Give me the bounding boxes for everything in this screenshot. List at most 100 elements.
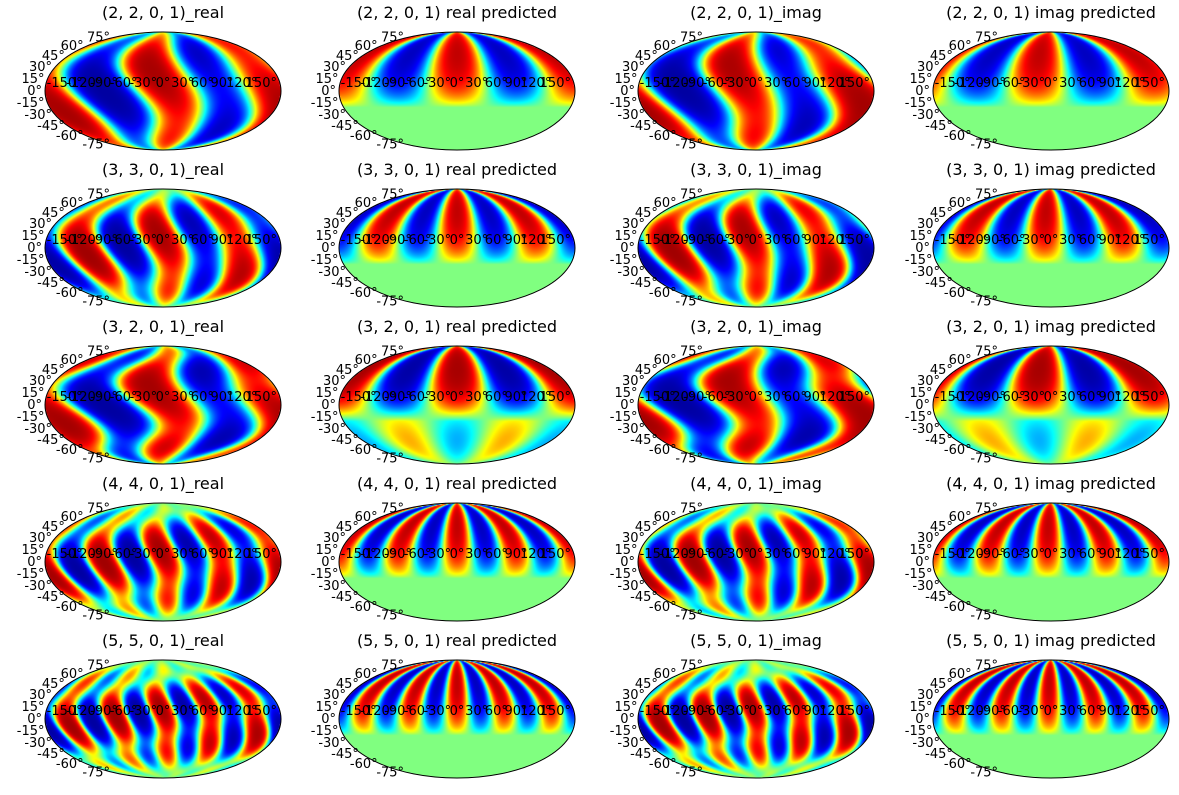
lat-tick-label: -30° xyxy=(318,108,346,123)
lon-tick-label: 120° xyxy=(819,704,850,719)
lon-tick-label: 0° xyxy=(156,547,171,562)
lat-tick-label: 60° xyxy=(61,39,84,54)
lat-tick-label: -60° xyxy=(56,286,84,301)
lat-tick-label: 30° xyxy=(323,688,346,703)
lon-tick-label: -120° xyxy=(659,233,695,248)
lat-tick-label: 75° xyxy=(381,659,404,674)
lat-tick-label: 15° xyxy=(315,700,338,715)
lat-tick-label: 15° xyxy=(315,386,338,401)
lat-tick-label: -15° xyxy=(610,96,638,111)
lat-tick-label: 75° xyxy=(975,345,998,360)
lon-tick-label: 60° xyxy=(191,233,214,248)
lat-tick-label: -15° xyxy=(905,253,933,268)
lon-tick-label: 30° xyxy=(465,547,488,562)
lat-tick-label: 60° xyxy=(355,196,378,211)
lon-tick-label: 90° xyxy=(504,390,527,405)
lon-tick-label: 60° xyxy=(191,390,214,405)
lat-tick-label: -45° xyxy=(331,276,359,291)
lat-tick-label: -75° xyxy=(82,294,110,309)
lon-tick-label: -30° xyxy=(1017,704,1045,719)
map-outline xyxy=(637,659,875,779)
map-panel: (4, 4, 0, 1)_real75°60°45°30°15°0°-15°-3… xyxy=(17,474,282,623)
lat-tick-label: 45° xyxy=(635,363,658,378)
map-panel: (2, 2, 0, 1) real predicted75°60°45°30°1… xyxy=(311,3,576,152)
lon-tick-label: 30° xyxy=(764,76,787,91)
lon-tick-label: -150° xyxy=(640,233,676,248)
lon-tick-label: -30° xyxy=(423,390,451,405)
lat-tick-label: -30° xyxy=(912,265,940,280)
lat-tick-label: 75° xyxy=(680,659,703,674)
lon-tick-label: -30° xyxy=(722,704,750,719)
lon-tick-label: 0° xyxy=(749,547,764,562)
map-outline xyxy=(637,188,875,308)
lat-tick-label: 0° xyxy=(321,398,336,413)
lat-tick-label: -75° xyxy=(82,765,110,780)
panel-title: (3, 3, 0, 1) real predicted xyxy=(357,160,557,179)
lat-tick-label: -15° xyxy=(905,96,933,111)
lon-tick-label: -90° xyxy=(384,704,412,719)
panel-title: (5, 5, 0, 1)_real xyxy=(102,631,224,651)
lon-tick-label: -150° xyxy=(935,390,971,405)
lon-tick-label: -60° xyxy=(404,390,432,405)
lat-tick-label: -75° xyxy=(970,608,998,623)
lat-tick-label: 0° xyxy=(915,241,930,256)
lat-tick-label: 60° xyxy=(355,39,378,54)
lon-tick-label: -60° xyxy=(110,704,138,719)
lat-tick-label: -60° xyxy=(56,129,84,144)
lat-tick-label: -15° xyxy=(610,253,638,268)
lat-tick-label: 60° xyxy=(949,196,972,211)
lon-tick-label: -150° xyxy=(341,390,377,405)
lon-tick-label: 120° xyxy=(819,547,850,562)
lat-tick-label: -30° xyxy=(24,108,52,123)
lon-tick-label: -30° xyxy=(1017,547,1045,562)
map-panel: (3, 3, 0, 1) imag predicted75°60°45°30°1… xyxy=(905,160,1170,309)
lat-tick-label: 0° xyxy=(915,555,930,570)
lon-tick-label: -30° xyxy=(423,547,451,562)
lat-tick-label: 60° xyxy=(654,667,677,682)
panel-title: (3, 2, 0, 1)_imag xyxy=(690,317,822,337)
lon-tick-label: -90° xyxy=(384,547,412,562)
panel-title: (5, 5, 0, 1) imag predicted xyxy=(946,631,1156,650)
lon-tick-label: -30° xyxy=(129,547,157,562)
lon-tick-label: 90° xyxy=(210,704,233,719)
lon-tick-label: -120° xyxy=(954,76,990,91)
panel-title: (4, 4, 0, 1) real predicted xyxy=(357,474,557,493)
map-panel: (3, 3, 0, 1)_imag75°60°45°30°15°0°-15°-3… xyxy=(610,160,875,309)
lon-tick-label: -60° xyxy=(404,233,432,248)
lat-tick-label: 75° xyxy=(975,502,998,517)
lat-tick-label: 0° xyxy=(321,84,336,99)
lon-tick-label: -120° xyxy=(954,547,990,562)
map-outline xyxy=(932,345,1170,465)
lon-tick-label: -60° xyxy=(998,547,1026,562)
lat-tick-label: 0° xyxy=(27,241,42,256)
lat-tick-label: -15° xyxy=(905,724,933,739)
map-outline xyxy=(338,31,576,151)
lon-tick-label: 120° xyxy=(520,390,551,405)
lon-tick-label: -90° xyxy=(978,390,1006,405)
lon-tick-label: -90° xyxy=(384,233,412,248)
lat-tick-label: 75° xyxy=(381,345,404,360)
lon-tick-label: -120° xyxy=(360,704,396,719)
map-panel: (5, 5, 0, 1) imag predicted75°60°45°30°1… xyxy=(905,631,1170,780)
lat-tick-label: 60° xyxy=(355,667,378,682)
heatmap-image xyxy=(339,346,575,464)
lon-tick-label: -120° xyxy=(360,547,396,562)
lon-tick-label: 90° xyxy=(504,233,527,248)
lat-tick-label: -75° xyxy=(376,608,404,623)
map-outline xyxy=(637,345,875,465)
lon-tick-label: -150° xyxy=(47,76,83,91)
lat-tick-label: 15° xyxy=(614,543,637,558)
lat-tick-label: -60° xyxy=(944,129,972,144)
lon-tick-label: -90° xyxy=(683,390,711,405)
lat-tick-label: -30° xyxy=(617,108,645,123)
lat-tick-label: 60° xyxy=(949,39,972,54)
lat-tick-label: -45° xyxy=(37,747,65,762)
lat-tick-label: 45° xyxy=(336,363,359,378)
lat-tick-label: -15° xyxy=(311,567,339,582)
lat-tick-label: -75° xyxy=(970,765,998,780)
lat-tick-label: 60° xyxy=(949,510,972,525)
lat-tick-label: -30° xyxy=(617,422,645,437)
lat-tick-label: 60° xyxy=(949,667,972,682)
lon-tick-label: 90° xyxy=(1098,390,1121,405)
panel-title: (2, 2, 0, 1) imag predicted xyxy=(946,3,1156,22)
